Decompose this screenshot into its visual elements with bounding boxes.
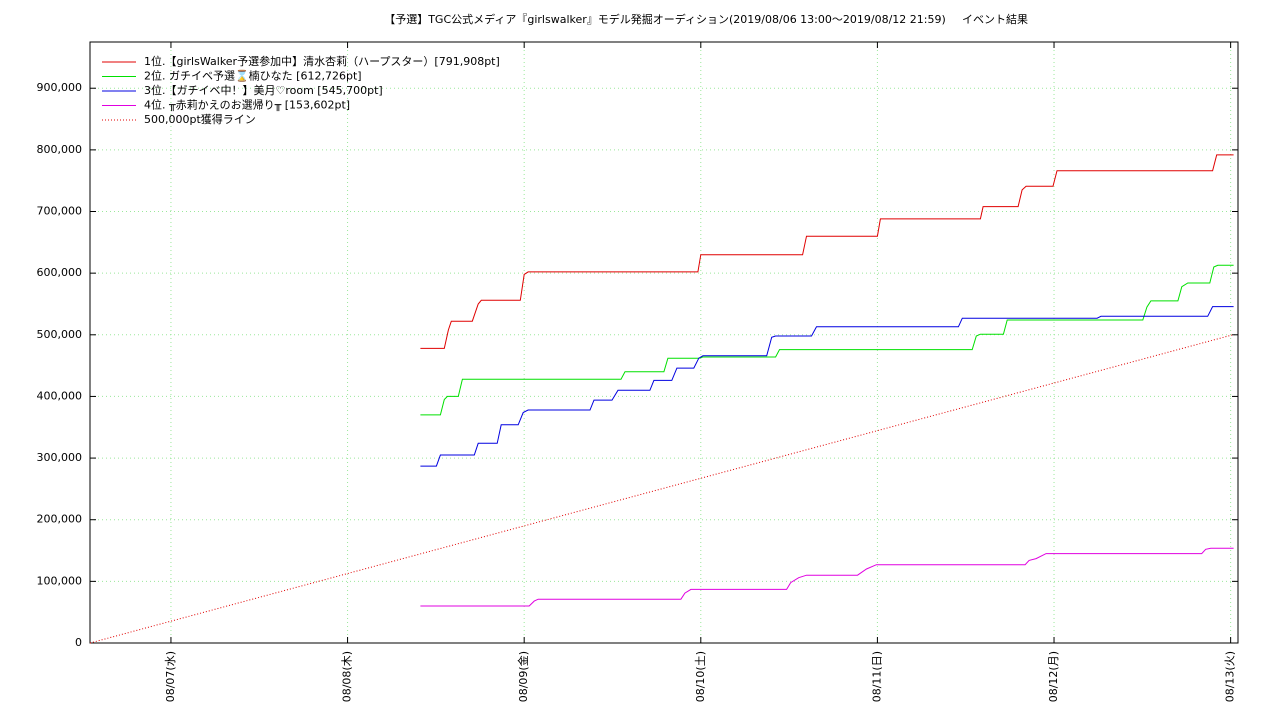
y-tick-label: 700,000 (37, 205, 83, 218)
series-line (420, 264, 1234, 416)
y-tick-label: 900,000 (37, 81, 83, 94)
y-tick-label: 100,000 (37, 574, 83, 587)
series-line (420, 154, 1234, 349)
legend-label: 4位. ╥赤莉かえのお選帰り╥ [153,602pt] (144, 98, 350, 112)
y-tick-label: 300,000 (37, 451, 83, 464)
series-line (89, 334, 1233, 644)
y-tick-label: 500,000 (37, 328, 83, 341)
x-tick-label: 08/08(木) (341, 651, 354, 702)
legend-label: 3位.【ガチイベ中！】美月♡room [545,700pt] (144, 83, 383, 97)
chart-subtitle: イベント結果 (962, 12, 1028, 26)
y-tick-label: 400,000 (37, 389, 83, 402)
x-tick-label: 08/07(水) (164, 651, 177, 702)
series-line (420, 547, 1234, 607)
x-tick-label: 08/12(月) (1047, 651, 1060, 702)
y-tick-label: 600,000 (37, 266, 83, 279)
plot-frame (89, 41, 1239, 644)
x-tick-label: 08/13(火) (1224, 651, 1237, 702)
x-tick-label: 08/11(日) (870, 651, 883, 702)
y-tick-label: 0 (75, 636, 82, 649)
x-tick-label: 08/09(金) (516, 651, 530, 702)
chart-title: 【予選】TGC公式メディア『girlswalker』モデル発掘オーディション(2… (384, 12, 946, 26)
x-tick-label: 08/10(土) (694, 651, 707, 702)
legend-label: 500,000pt獲得ライン (144, 113, 256, 126)
legend-label: 1位.【girlsWalker予選参加中】清水杏莉（ハープスター）[791,90… (144, 54, 500, 68)
legend-label: 2位. ガチイベ予選⌛楠ひなた [612,726pt] (144, 69, 362, 83)
series-line (420, 306, 1234, 467)
y-tick-label: 200,000 (37, 513, 83, 526)
y-tick-label: 800,000 (37, 143, 83, 156)
